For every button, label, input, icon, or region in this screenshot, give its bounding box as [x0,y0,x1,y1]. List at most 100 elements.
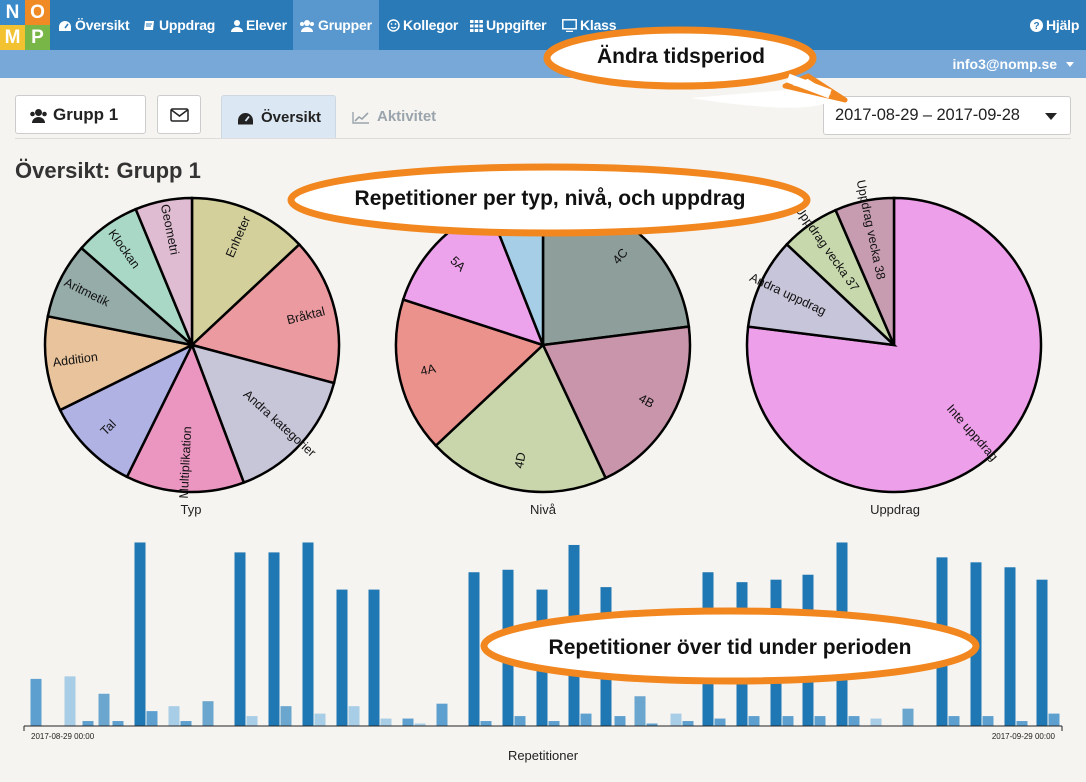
nav-label: Elever [246,17,287,33]
x-tick-label-start: 2017-08-29 00:00 [31,732,95,741]
timeline-bar[interactable] [848,716,860,726]
timeline-bar[interactable] [782,716,794,726]
timeline-bar[interactable] [948,716,960,726]
help-label: Hjälp [1046,17,1080,33]
timeline-bar[interactable] [302,542,314,726]
pie-slice-4a[interactable] [394,297,546,448]
users-icon [300,20,314,32]
help-link[interactable]: ? Hjälp [1030,0,1079,50]
caret-down-icon [1066,62,1074,67]
timeline-bar[interactable] [1036,579,1048,726]
timeline-bar[interactable] [268,552,280,726]
pie-slice-bråktal[interactable] [189,242,341,385]
timeline-bar[interactable] [480,721,492,726]
timeline-bar[interactable] [714,718,726,726]
users-icon [30,109,47,123]
dashboard-icon [59,21,71,31]
timeline-bar[interactable] [30,678,42,726]
timeline-bar[interactable] [982,716,994,726]
timeline-bar[interactable] [246,716,258,726]
line-chart-icon [352,112,369,124]
nav-item-uppgifter[interactable]: Uppgifter [470,0,547,50]
user-menu[interactable]: info3@nomp.se [952,50,1074,78]
pie-slice-enheter[interactable] [190,196,302,348]
nomp-logo[interactable]: N O M P [0,0,50,50]
pie-caption-typ: Typ [180,502,202,517]
timeline-bar[interactable] [414,723,426,726]
pie-slice-geometri[interactable] [134,196,194,346]
timeline-bar[interactable] [202,701,214,726]
nav-item-kollegor[interactable]: Kollegor [387,0,458,50]
nav-item-grupper[interactable]: Grupper [293,0,379,50]
pie-slice-tal[interactable] [58,342,195,479]
timeline-bar[interactable] [670,713,682,726]
timeline-bar[interactable] [168,706,180,726]
callout-bubble [543,26,848,108]
pie-slice-4d[interactable] [434,342,608,494]
pie-slice-andra-kategorier[interactable] [189,343,336,485]
timeline-bar[interactable] [870,718,882,726]
timeline-bar[interactable] [368,589,380,726]
group-label: Grupp 1 [53,105,119,124]
date-range-dropdown[interactable]: 2017-08-29 – 2017-09-28 [823,96,1071,135]
pie-slice-label: 4B [636,391,656,411]
timeline-bar[interactable] [1004,567,1016,726]
user-email: info3@nomp.se [952,56,1058,72]
timeline-bar[interactable] [280,706,292,726]
pie-slice-label: 4D [512,451,529,469]
timeline-bar[interactable] [814,716,826,726]
timeline-bar[interactable] [402,718,414,726]
top-navbar: N O M P Översikt Uppdrag Elever Grupper … [0,0,1086,50]
book-icon [144,21,154,30]
pie-caption-uppdrag: Uppdrag [870,502,920,517]
timeline-bar[interactable] [64,676,76,726]
callout-bubble [287,163,811,237]
timeline-bar[interactable] [380,718,392,726]
nav-item-klass[interactable]: Klass [562,0,617,50]
tab-aktivitet[interactable]: Aktivitet [352,95,436,139]
pie-slice-uppdrag-vecka-38[interactable] [833,196,896,346]
timeline-bar[interactable] [548,721,560,726]
timeline-bar[interactable] [234,552,246,726]
timeline-bar[interactable] [98,693,110,726]
timeline-bar[interactable] [614,716,626,726]
timeline-bar[interactable] [514,716,526,726]
timeline-bar[interactable] [1048,713,1060,726]
pie-slice-4b[interactable] [541,325,692,480]
dashboard-icon [238,113,253,125]
timeline-bar[interactable] [1016,721,1028,726]
timeline-bar[interactable] [314,713,326,726]
timeline-bar[interactable] [112,721,124,726]
nav-label: Översikt [75,17,130,33]
nav-item-uppdrag[interactable]: Uppdrag [143,0,215,50]
pie-slice-label: 4A [419,361,438,378]
timeline-bar[interactable] [180,721,192,726]
pie-slice-multiplikation[interactable] [125,341,246,494]
timeline-bar[interactable] [634,696,646,726]
timeline-bar[interactable] [646,723,658,726]
group-button[interactable]: Grupp 1 [15,95,146,134]
callout-bubble [480,607,980,685]
nav-item-elever[interactable]: Elever [231,0,287,50]
message-button[interactable] [157,95,201,134]
tab-oversikt[interactable]: Översikt [221,95,336,139]
timeline-bar[interactable] [348,706,360,726]
pie-slice-addition[interactable] [43,314,196,412]
nav-item-oversikt[interactable]: Översikt [58,0,130,50]
pie-slice-andra-uppdrag[interactable] [746,242,898,347]
timeline-bar[interactable] [336,589,348,726]
timeline-bar[interactable] [902,708,914,726]
timeline-bar[interactable] [580,713,592,726]
timeline-bar[interactable] [436,703,448,726]
timeline-bar[interactable] [134,542,146,726]
monitor-icon [562,19,577,33]
timeline-bar[interactable] [748,716,760,726]
timeline-bar[interactable] [682,721,694,726]
question-circle-icon: ? [1030,19,1043,32]
pie-slice-label: Multiplikation [177,426,195,499]
timeline-bar[interactable] [146,711,158,726]
timeline-bar[interactable] [82,721,94,726]
timeline-bar[interactable] [468,572,480,726]
